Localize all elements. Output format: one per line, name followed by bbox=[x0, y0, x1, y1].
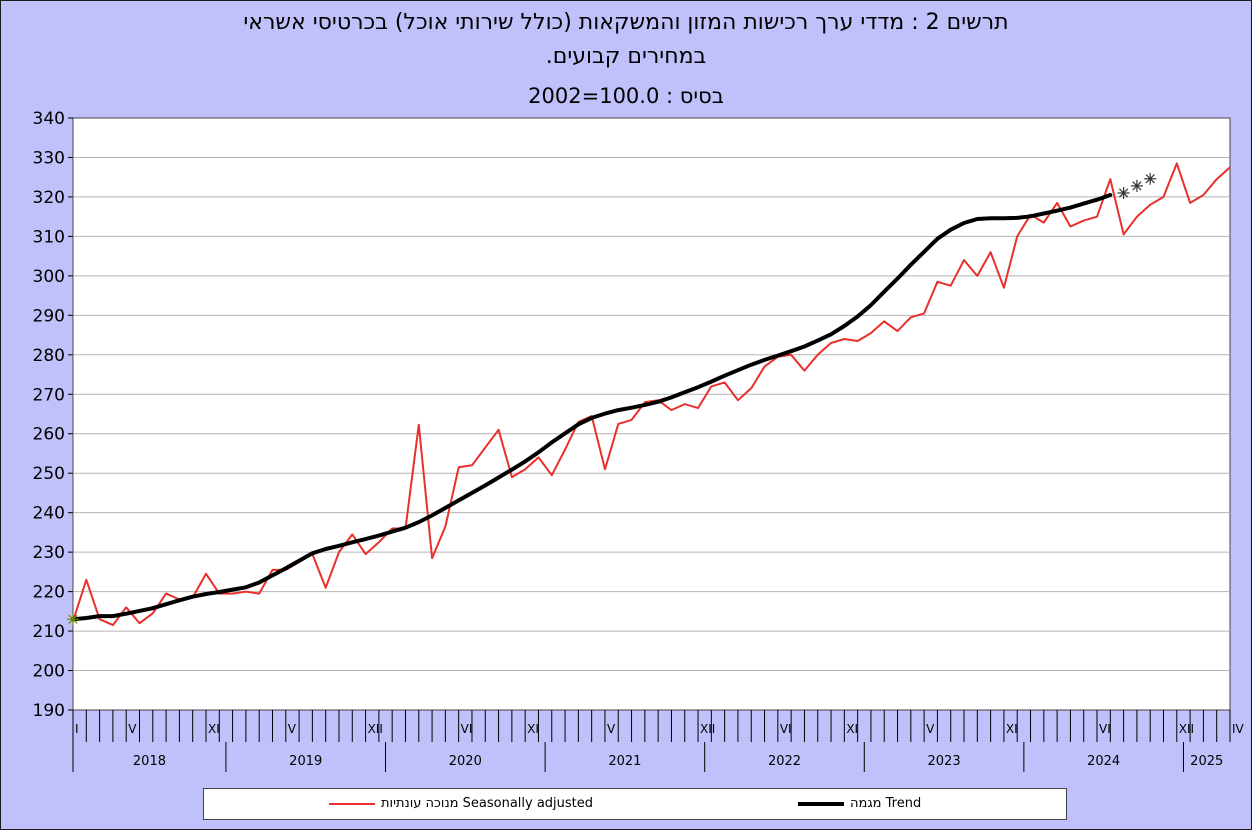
y-tick-label: 260 bbox=[33, 425, 65, 445]
plot-area bbox=[72, 117, 1231, 711]
y-tick-label: 300 bbox=[33, 267, 65, 287]
month-tick-label: V bbox=[128, 722, 137, 736]
y-tick-label: 210 bbox=[33, 622, 65, 642]
month-tick-label: XI bbox=[208, 722, 220, 736]
chart-legend: מנוכה עונתיות Seasonally adjusted מגמה T… bbox=[203, 788, 1067, 820]
legend-item-trend: מגמה Trend bbox=[798, 796, 921, 811]
year-label: 2020 bbox=[449, 754, 482, 769]
month-tick-label: XI bbox=[527, 722, 539, 736]
y-tick-label: 280 bbox=[33, 346, 65, 366]
month-tick-label: VI bbox=[1099, 722, 1111, 736]
y-tick-label: 330 bbox=[33, 148, 65, 168]
legend-label-trend: מגמה Trend bbox=[850, 796, 922, 811]
year-label: 2025 bbox=[1190, 754, 1223, 769]
y-tick-label: 340 bbox=[33, 109, 65, 129]
legend-swatch-seasonal bbox=[329, 802, 375, 805]
month-tick-label: XI bbox=[1006, 722, 1018, 736]
year-label: 2019 bbox=[289, 754, 322, 769]
trend-projection-marker bbox=[1144, 172, 1157, 185]
chart-title-base: בסיס : 100.0=2002 bbox=[528, 84, 724, 108]
series-start-marker bbox=[67, 613, 79, 626]
year-label: 2022 bbox=[768, 754, 801, 769]
series-seasonally-adjusted bbox=[72, 162, 1231, 627]
legend-swatch-trend bbox=[798, 801, 844, 806]
year-label: 2024 bbox=[1087, 754, 1120, 769]
month-tick-label: XII bbox=[700, 722, 715, 736]
chart-title-line-1: תרשים 2 : מדדי ערך רכישות המזון והמשקאות… bbox=[243, 10, 1009, 35]
month-tick-label: IV bbox=[1232, 722, 1245, 736]
month-tick-label: V bbox=[288, 722, 297, 736]
month-tick-label: VI bbox=[780, 722, 792, 736]
y-tick-label: 290 bbox=[33, 306, 65, 326]
chart-title-line-2: במחירים קבועים. bbox=[545, 44, 707, 69]
y-tick-label: 220 bbox=[33, 583, 65, 603]
month-tick-label: V bbox=[926, 722, 935, 736]
year-label: 2023 bbox=[928, 754, 961, 769]
legend-item-seasonal: מנוכה עונתיות Seasonally adjusted bbox=[329, 796, 593, 811]
y-tick-label: 270 bbox=[33, 385, 65, 405]
y-tick-label: 320 bbox=[33, 188, 65, 208]
month-tick-label: XI bbox=[846, 722, 858, 736]
y-tick-label: 230 bbox=[33, 543, 65, 563]
month-tick-label: XII bbox=[1179, 722, 1194, 736]
year-label: 2021 bbox=[608, 754, 641, 769]
trend-projection-marker bbox=[1130, 179, 1143, 192]
y-tick-label: 190 bbox=[33, 701, 65, 721]
y-tick-label: 250 bbox=[33, 464, 65, 484]
legend-label-seasonal: מנוכה עונתיות Seasonally adjusted bbox=[381, 796, 594, 811]
series-trend bbox=[71, 193, 1113, 622]
month-tick-label: XII bbox=[368, 722, 383, 736]
y-tick-label: 200 bbox=[33, 662, 65, 682]
year-label: 2018 bbox=[133, 754, 166, 769]
trend-projection-marker bbox=[1117, 186, 1130, 199]
y-tick-label: 310 bbox=[33, 227, 65, 247]
month-tick-label: VI bbox=[461, 722, 473, 736]
y-tick-label: 240 bbox=[33, 504, 65, 524]
month-tick-label: I bbox=[75, 722, 79, 736]
month-tick-label: V bbox=[607, 722, 616, 736]
